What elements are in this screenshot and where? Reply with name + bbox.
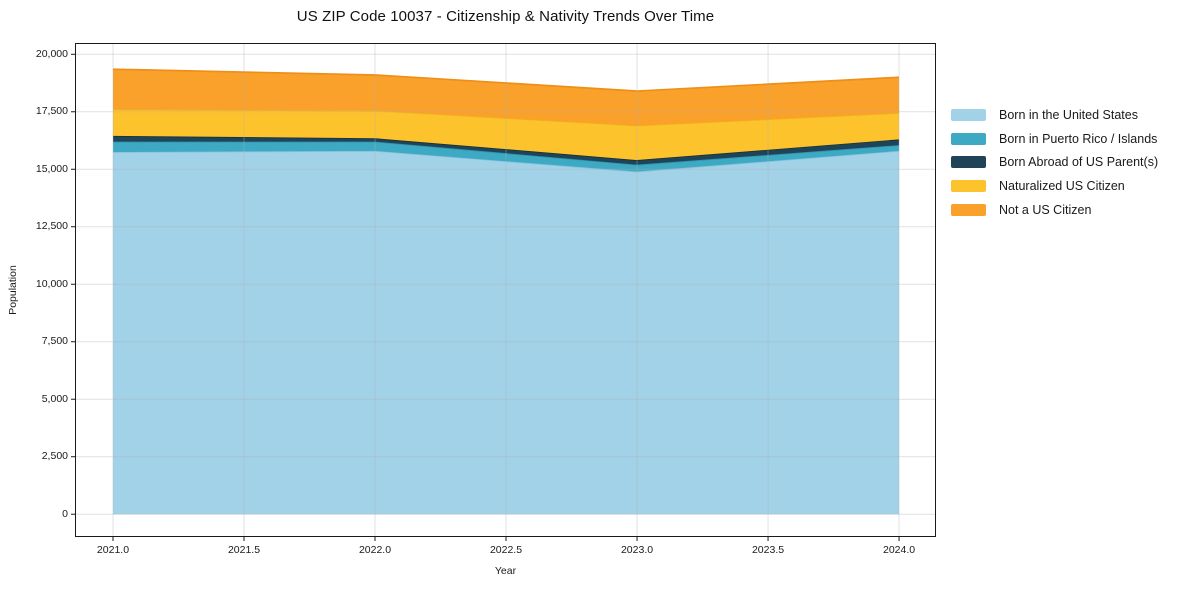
legend-swatch [951,156,986,169]
y-tick-label: 10,000 [35,277,68,290]
legend-label: Born in Puerto Rico / Islands [999,131,1158,146]
legend-swatch [951,203,986,216]
plot-area [71,43,936,541]
area-band [112,69,900,126]
y-tick-label: 7,500 [41,335,68,348]
legend-item: Born in Puerto Rico / Islands [951,127,1158,151]
x-tick-label: 2021.0 [96,544,130,556]
x-tick-label: 2021.5 [227,544,261,556]
y-tick-label: 0 [62,507,68,520]
y-tick-label: 5,000 [41,392,68,405]
x-tick-label: 2023.0 [620,544,654,556]
x-tick-label: 2022.5 [489,544,523,556]
y-axis-label: Population [7,265,19,315]
area-band-edge [112,68,900,92]
x-tick-label: 2022.0 [358,544,392,556]
legend-swatch [951,179,986,192]
legend-item: Born Abroad of US Parent(s) [951,150,1158,174]
legend-item: Not a US Citizen [951,198,1158,222]
legend: Born in the United States Born in Puerto … [951,103,1158,221]
legend-label: Naturalized US Citizen [999,178,1125,193]
axes-spines [75,43,936,537]
y-tick-label: 15,000 [35,162,68,175]
x-tick-label: 2024.0 [882,544,916,556]
area-band [112,141,900,172]
legend-swatch [951,108,986,121]
legend-label: Born Abroad of US Parent(s) [999,155,1159,170]
chart-title: US ZIP Code 10037 - Citizenship & Nativi… [296,8,715,25]
legend-label: Born in the United States [999,107,1138,122]
x-tick-label: 2023.5 [751,544,785,556]
area-band [112,109,900,161]
y-tick-label: 17,500 [35,105,68,118]
stacked-area-chart [71,43,936,541]
legend-item: Naturalized US Citizen [951,174,1158,198]
y-tick-label: 12,500 [35,220,68,233]
x-axis-label: Year [494,565,517,577]
legend-item: Born in the United States [951,103,1158,127]
y-tick-label: 20,000 [35,47,68,60]
legend-swatch [951,132,986,145]
legend-label: Not a US Citizen [999,202,1092,217]
y-tick-label: 2,500 [41,450,68,463]
area-band [112,150,900,515]
area-band [112,135,900,165]
